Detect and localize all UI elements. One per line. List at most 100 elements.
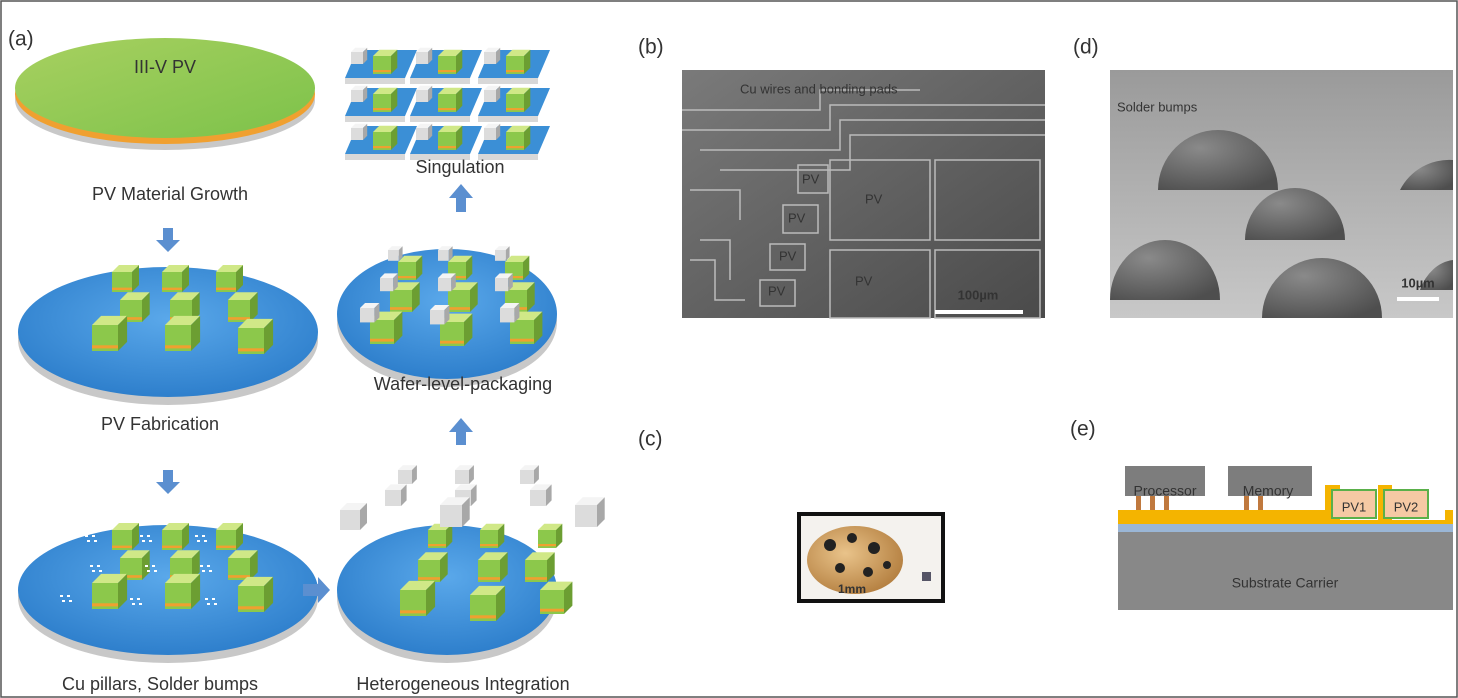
cube-side	[456, 49, 463, 74]
pv-cell	[759, 279, 796, 307]
cube-front	[416, 128, 428, 140]
cube-side	[250, 550, 258, 580]
cube-front	[448, 290, 470, 312]
cube-side	[564, 581, 573, 614]
cube-top	[340, 503, 367, 510]
bump-dot	[207, 565, 210, 567]
substrate	[1118, 532, 1453, 610]
cube-top	[525, 552, 555, 560]
cube-top	[430, 304, 450, 310]
cube-layer	[112, 287, 132, 290]
cube-front	[430, 310, 445, 325]
bump-dot	[60, 595, 63, 597]
cube-side	[191, 573, 201, 609]
cube-top	[385, 484, 407, 490]
bump-dot	[90, 565, 93, 567]
cube-layer	[506, 70, 524, 73]
cube-front	[484, 52, 496, 64]
cube-layer	[120, 575, 142, 578]
cube-side	[462, 497, 470, 527]
cube-side	[118, 573, 128, 609]
cube-front	[351, 128, 363, 140]
wire-trace	[690, 189, 745, 301]
pv-label: PV	[855, 273, 873, 288]
cube-front	[112, 530, 132, 550]
bump-dot	[97, 565, 100, 567]
cube-top	[438, 87, 463, 94]
cube-side	[363, 85, 368, 102]
cube-layer	[525, 577, 547, 580]
cube-front	[216, 272, 236, 292]
cube-layer	[540, 608, 564, 612]
bump-dot	[142, 540, 145, 542]
cube-front	[478, 560, 500, 582]
cube-front	[162, 272, 182, 292]
cube-top	[165, 573, 201, 583]
bump-dot	[87, 540, 90, 542]
cube-top	[120, 292, 150, 300]
cube-side	[412, 282, 420, 312]
tile-edge	[410, 78, 470, 84]
cube-front	[440, 505, 462, 527]
cube-front	[373, 56, 391, 74]
cube-side	[264, 318, 274, 354]
cube-front	[416, 90, 428, 102]
cube-top	[448, 255, 473, 262]
cube-layer	[120, 317, 142, 320]
spot	[824, 539, 836, 551]
cube-front	[506, 56, 524, 74]
cube-layer	[390, 307, 412, 310]
cube-side	[524, 125, 531, 150]
cube-layer	[478, 577, 500, 580]
cube-side	[412, 465, 417, 484]
cube-front	[216, 530, 236, 550]
step-label: PV Material Growth	[92, 184, 248, 204]
arrow-up	[449, 418, 473, 445]
cube-top	[228, 292, 258, 300]
cube-top	[351, 85, 368, 90]
cube-top	[351, 47, 368, 52]
cube-side	[469, 465, 474, 484]
cube-layer	[216, 545, 236, 548]
tile-edge	[345, 154, 405, 160]
cube-top	[162, 265, 189, 272]
cube-front	[495, 278, 509, 292]
bumps	[1110, 130, 1453, 318]
cube-side	[514, 302, 520, 323]
metal-layer	[1118, 485, 1453, 524]
cube-top	[438, 246, 453, 250]
cube-top	[530, 484, 552, 490]
cube-side	[546, 484, 552, 506]
cube-front	[228, 300, 250, 322]
cube-layer	[92, 603, 118, 607]
cube-front	[351, 90, 363, 102]
cube-top	[228, 550, 258, 558]
bump-dot	[139, 603, 142, 605]
cube-top	[478, 552, 508, 560]
pv-chip	[1331, 489, 1377, 519]
cube-top	[470, 585, 506, 595]
cube-top	[438, 273, 456, 278]
cube-layer	[438, 70, 456, 73]
pv-chip	[1383, 489, 1429, 519]
scale-label: 10µm	[1401, 275, 1435, 290]
cube-top	[500, 302, 520, 308]
bump-dot	[69, 600, 72, 602]
cube-top	[380, 273, 398, 278]
cube-side	[428, 123, 433, 140]
memory	[1228, 466, 1312, 496]
cube-side	[556, 523, 563, 548]
cube-side	[470, 282, 478, 312]
step-label: Heterogeneous Integration	[356, 674, 569, 694]
cube-side	[142, 292, 150, 322]
cube-side	[456, 87, 463, 112]
bump-dot	[137, 598, 140, 600]
cube-layer	[438, 108, 456, 111]
cube-layer	[470, 615, 496, 619]
cube-top	[455, 465, 474, 470]
bump-dot	[145, 565, 148, 567]
cube-layer	[92, 345, 118, 349]
cube-side	[132, 265, 139, 292]
cube-front	[418, 560, 440, 582]
